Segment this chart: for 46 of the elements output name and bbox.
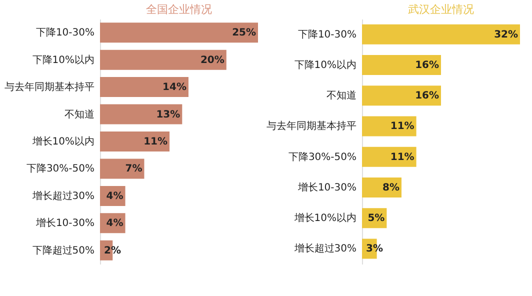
data-label: 25% [232,28,256,39]
y-tick-label: 增长10%以内 [293,212,356,224]
y-tick-label: 增长10-30% [34,217,94,230]
data-label: 5% [368,213,385,224]
data-label: 16% [415,90,439,102]
data-label: 11% [390,152,414,163]
data-label: 4% [106,218,124,230]
bar [100,158,144,179]
data-label: 2% [104,245,121,256]
y-tick-label: 下降10%以内 [32,54,94,66]
y-tick-label: 增长10%以内 [31,136,94,148]
bar [362,116,416,136]
bar [362,24,520,44]
data-label: 4% [106,190,124,202]
bar [362,146,416,167]
y-tick-label: 下降30%-50% [288,150,356,163]
y-tick-label: 不知道 [326,90,356,102]
y-tick-label: 下降10-30% [298,28,356,40]
data-label: 13% [156,109,180,120]
chart-title: 全国企业情况 [146,3,212,16]
y-tick-label: 下降超过50% [32,244,94,256]
y-tick-label: 与去年同期基本持平 [266,120,356,132]
y-tick-label: 下降10-30% [36,26,94,39]
y-tick-label: 增长10-30% [296,181,356,194]
bar [100,104,182,124]
y-tick-label: 增长超过30% [293,242,356,255]
data-label: 11% [390,121,414,132]
y-tick-label: 下降10%以内 [294,58,356,71]
bar [100,50,226,70]
data-label: 7% [125,164,142,175]
y-tick-label: 下降30%-50% [26,162,94,175]
bar [362,86,441,106]
y-tick-label: 与去年同期基本持平 [4,81,94,94]
data-label: 32% [494,29,518,40]
data-label: 11% [144,136,168,148]
bar [100,22,258,43]
y-tick-label: 增长超过30% [31,190,94,202]
chart-title: 武汉企业情况 [408,3,474,16]
data-label: 14% [162,82,186,94]
data-label: 20% [200,54,224,66]
data-label: 8% [382,182,400,194]
bar [362,54,441,75]
bar [100,77,188,98]
data-label: 16% [415,60,439,71]
bar [100,132,170,152]
y-tick-label: 不知道 [64,108,94,120]
